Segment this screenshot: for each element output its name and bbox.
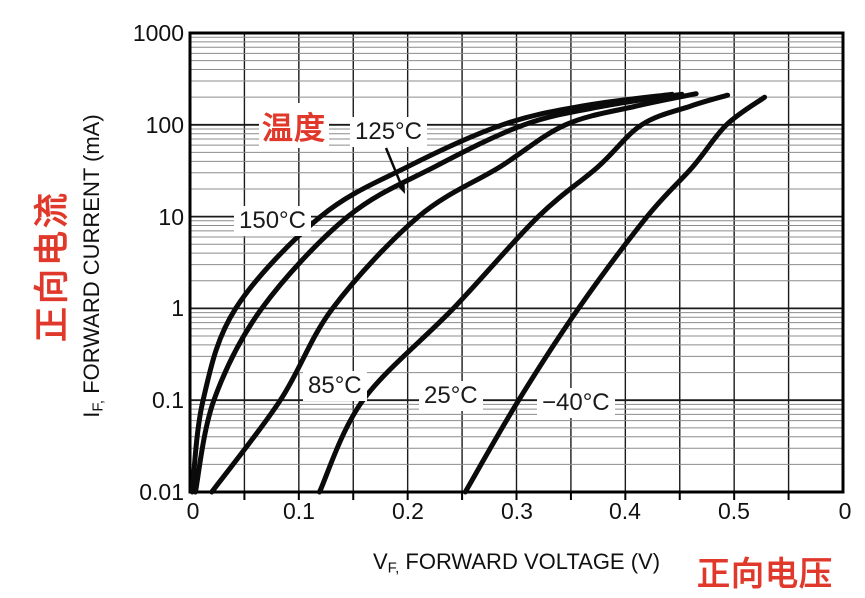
curve-25C <box>317 92 731 495</box>
y-tick-0p01: 0.01 <box>139 479 184 505</box>
curve-label-150c: 150°C <box>234 206 311 236</box>
x-tick-0p1: 0.1 <box>283 498 315 524</box>
pointer-arrow-125c <box>384 147 405 194</box>
y-title-symbol: I <box>79 411 104 418</box>
x-tick-0p6-cropped: 0 <box>838 498 852 524</box>
y-tick-0p1: 0.1 <box>152 387 184 413</box>
forward-voltage-chinese-label: 正向电压 <box>697 555 833 592</box>
y-axis-title: IF, FORWARD CURRENT (mA) <box>79 51 107 481</box>
y-tick-1000: 1000 <box>132 20 184 46</box>
temperature-curves <box>189 91 768 495</box>
curve-40C <box>462 94 768 495</box>
x-tick-0p5: 0.5 <box>718 498 750 524</box>
y-title-text: FORWARD CURRENT (mA) <box>79 114 104 400</box>
horizontal-minor-gridlines <box>190 36 843 465</box>
x-tick-0: 0 <box>186 498 200 524</box>
x-title-text: FORWARD VOLTAGE (V) <box>399 549 661 574</box>
curve-150C <box>189 91 675 495</box>
temperature-chinese-label: 温度 <box>259 103 329 148</box>
plot-frame <box>188 31 845 494</box>
curve-125C <box>192 91 685 495</box>
curve-label-minus40c: −40°C <box>537 388 615 418</box>
y-tick-1: 1 <box>171 295 184 321</box>
curve-label-125c: 125°C <box>350 117 427 147</box>
curve-label-25c: 25°C <box>419 381 483 411</box>
y-tick-100: 100 <box>145 112 184 138</box>
forward-current-chinese-label: 正向电流 <box>33 190 72 343</box>
x-tick-0p3: 0.3 <box>501 498 533 524</box>
curve-label-85c: 85°C <box>303 371 367 401</box>
y-title-subscript: F, <box>89 399 107 412</box>
x-tick-0p4: 0.4 <box>609 498 641 524</box>
x-tick-0p2: 0.2 <box>392 498 424 524</box>
x-axis-title: VF, FORWARD VOLTAGE (V) <box>190 549 843 577</box>
x-title-symbol: V <box>372 549 388 574</box>
x-title-subscript: F, <box>387 559 400 577</box>
y-tick-10: 10 <box>158 204 184 230</box>
curve-85C <box>209 91 699 495</box>
